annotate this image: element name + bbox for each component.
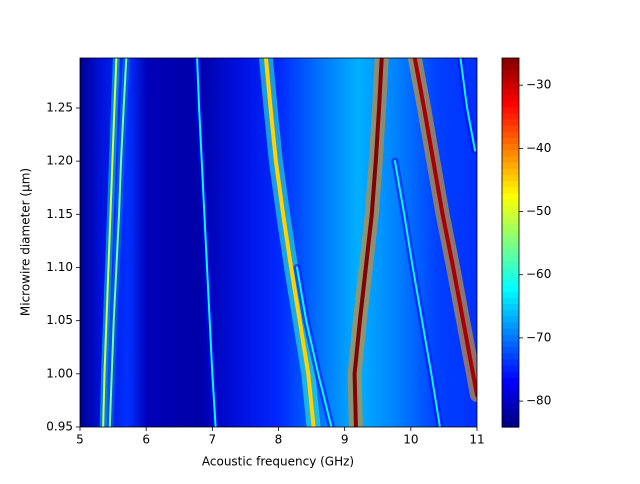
colorbar-segment — [502, 396, 519, 403]
ridge — [352, 58, 384, 427]
colorbar-segment — [502, 414, 519, 422]
colorbar-segment — [502, 113, 519, 121]
ridge — [296, 266, 333, 427]
colorbar-tick-label: −50 — [526, 204, 551, 218]
y-tick-label: 0.95 — [46, 420, 73, 434]
colorbar-segment — [502, 371, 519, 379]
colorbar-segment — [502, 390, 519, 397]
colorbar-segment — [502, 347, 519, 354]
colorbar-segment — [502, 70, 519, 78]
y-tick-label: 1.25 — [46, 100, 73, 114]
ridge — [196, 58, 217, 427]
y-tick-label: 1.05 — [46, 313, 73, 327]
colorbar — [502, 58, 519, 428]
ridge — [459, 58, 477, 152]
colorbar-segment — [502, 267, 519, 274]
x-tick-label: 11 — [469, 433, 484, 447]
colorbar-segment — [502, 162, 519, 170]
colorbar-segment — [502, 199, 519, 207]
colorbar-segment — [502, 322, 519, 330]
colorbar-tick-label: −80 — [526, 394, 551, 408]
colorbar-segment — [502, 365, 519, 373]
colorbar-segment — [502, 310, 519, 317]
colorbar-frame — [501, 57, 520, 428]
heatmap-ridges — [99, 58, 477, 427]
colorbar-segment — [502, 76, 519, 84]
colorbar-segment — [502, 353, 519, 360]
colorbar-segment — [502, 236, 519, 244]
colorbar-segment — [502, 273, 519, 280]
ridge — [108, 58, 128, 427]
colorbar-segment — [502, 107, 519, 114]
colorbar-tick-label: −40 — [526, 141, 551, 155]
y-tick-label: 1.15 — [46, 207, 73, 221]
colorbar-segment — [502, 402, 519, 410]
colorbar-segment — [502, 248, 519, 256]
colorbar-tick-label: −60 — [526, 267, 551, 281]
colorbar-segment — [502, 131, 519, 139]
ridge — [393, 160, 441, 427]
x-tick-label: 9 — [341, 433, 349, 447]
colorbar-segment — [502, 181, 519, 188]
ridge — [412, 58, 477, 398]
colorbar-segment — [502, 119, 519, 127]
colorbar-segment — [502, 230, 519, 237]
colorbar-segment — [502, 359, 519, 367]
colorbar-segment — [502, 242, 519, 250]
colorbar-segment — [502, 125, 519, 133]
y-tick-label: 1.00 — [46, 366, 73, 380]
y-tick-label: 1.20 — [46, 154, 73, 168]
colorbar-segment — [502, 211, 519, 219]
colorbar-segment — [502, 297, 519, 305]
colorbar-segment — [502, 193, 519, 201]
colorbar-segment — [502, 156, 519, 164]
colorbar-segment — [502, 279, 519, 287]
colorbar-segment — [502, 101, 519, 108]
heatmap-background — [80, 58, 477, 427]
colorbar-segment — [502, 408, 519, 416]
colorbar-tick-label: −70 — [526, 330, 551, 344]
colorbar-segment — [502, 94, 519, 102]
colorbar-segment — [502, 420, 519, 428]
x-tick-label: 8 — [275, 433, 283, 447]
x-tick-label: 6 — [142, 433, 150, 447]
colorbar-segment — [502, 254, 519, 262]
ridge — [102, 58, 118, 427]
colorbar-segment — [502, 260, 519, 268]
x-tick-label: 7 — [209, 433, 217, 447]
colorbar-segment — [502, 340, 519, 348]
colorbar-segment — [502, 285, 519, 293]
colorbar-segment — [502, 168, 519, 176]
colorbar-tick-label: −30 — [526, 78, 551, 92]
colorbar-segment — [502, 150, 519, 157]
colorbar-segment — [502, 304, 519, 311]
x-tick-label: 5 — [76, 433, 84, 447]
colorbar-segment — [502, 58, 519, 65]
colorbar-segment — [502, 383, 519, 391]
colorbar-segment — [502, 334, 519, 342]
colorbar-segment — [502, 224, 519, 231]
colorbar-segment — [502, 291, 519, 299]
colorbar-segment — [502, 316, 519, 324]
colorbar-segment — [502, 64, 519, 71]
x-tick-label: 10 — [403, 433, 418, 447]
colorbar-segment — [502, 217, 519, 225]
colorbar-segment — [502, 205, 519, 213]
colorbar-segment — [502, 328, 519, 336]
colorbar-segment — [502, 187, 519, 194]
colorbar-segment — [502, 88, 519, 96]
colorbar-segment — [502, 377, 519, 385]
ridge — [263, 58, 316, 427]
colorbar-segment — [502, 82, 519, 90]
colorbar-segment — [502, 174, 519, 182]
colorbar-segment — [502, 144, 519, 151]
x-axis-label: Acoustic frequency (GHz) — [202, 455, 354, 469]
y-axis-label: Microwire diameter (μm) — [19, 168, 33, 316]
colorbar-segment — [502, 137, 519, 145]
y-tick-label: 1.10 — [46, 260, 73, 274]
